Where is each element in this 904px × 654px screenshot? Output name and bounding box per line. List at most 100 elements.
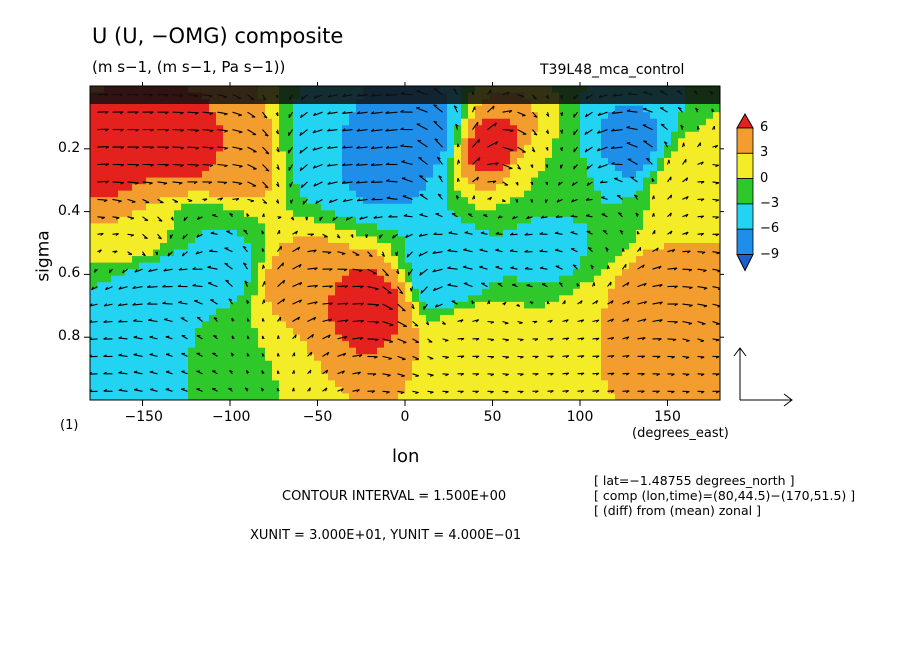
heatmap-cell bbox=[174, 393, 182, 400]
heatmap-cell bbox=[503, 164, 511, 172]
heatmap-cell bbox=[377, 373, 385, 381]
vector-arrowhead bbox=[262, 264, 265, 269]
heatmap-cell bbox=[244, 308, 252, 316]
vector-arrowhead bbox=[229, 212, 234, 216]
vector-arrowhead bbox=[225, 279, 230, 282]
heatmap-cell bbox=[146, 190, 154, 198]
heatmap-cell bbox=[160, 164, 168, 172]
vector-arrowhead bbox=[305, 216, 308, 221]
heatmap-cell bbox=[342, 151, 350, 159]
heatmap-cell bbox=[181, 393, 189, 400]
heatmap-cell bbox=[531, 171, 539, 179]
heatmap-cell bbox=[90, 216, 98, 224]
heatmap-cell bbox=[531, 131, 539, 139]
heatmap-cell bbox=[426, 229, 434, 238]
heatmap-cell bbox=[279, 203, 287, 211]
heatmap-cell bbox=[391, 393, 399, 400]
heatmap-cell bbox=[363, 243, 371, 251]
heatmap-cell bbox=[447, 171, 455, 179]
heatmap-cell bbox=[538, 105, 546, 113]
vector-arrow bbox=[277, 245, 282, 253]
heatmap-cell bbox=[328, 157, 336, 166]
heatmap-cell bbox=[391, 203, 399, 211]
vector-arrowhead bbox=[219, 197, 224, 201]
heatmap-cell bbox=[223, 347, 231, 355]
heatmap-cell bbox=[370, 210, 378, 218]
heatmap-cell bbox=[482, 249, 490, 257]
heatmap-cell bbox=[160, 203, 168, 211]
heatmap-cell bbox=[643, 256, 651, 264]
heatmap-cell bbox=[629, 380, 637, 388]
heatmap-cell bbox=[104, 269, 112, 277]
vector-arrow bbox=[157, 181, 168, 184]
heatmap-cell bbox=[426, 190, 434, 198]
heatmap-cell bbox=[587, 177, 595, 185]
heatmap-cell bbox=[230, 236, 238, 244]
vector-arrow bbox=[207, 266, 218, 270]
heatmap-cell bbox=[125, 105, 133, 113]
heatmap-cell bbox=[503, 288, 511, 296]
vector-arrow bbox=[352, 354, 363, 357]
heatmap-cell bbox=[146, 112, 154, 120]
heatmap-cell bbox=[181, 321, 189, 329]
heatmap-cell bbox=[223, 393, 231, 400]
vector-arrow bbox=[299, 129, 308, 137]
heatmap-cell bbox=[167, 288, 175, 296]
heatmap-cell bbox=[202, 210, 210, 218]
heatmap-cell bbox=[650, 236, 658, 244]
heatmap-cell bbox=[510, 144, 518, 153]
heatmap-cell bbox=[146, 373, 154, 381]
heatmap-cell bbox=[230, 321, 238, 329]
heatmap-cell bbox=[314, 223, 322, 231]
heatmap-cell bbox=[692, 367, 700, 375]
heatmap-cell bbox=[699, 216, 707, 224]
heatmap-cell bbox=[510, 341, 518, 349]
heatmap-cell bbox=[167, 171, 175, 179]
heatmap-cell bbox=[265, 223, 273, 231]
heatmap-cell bbox=[461, 314, 469, 323]
heatmap-cell bbox=[587, 334, 595, 342]
heatmap-cell bbox=[377, 269, 385, 277]
heatmap-cell bbox=[153, 334, 161, 342]
heatmap-cell bbox=[146, 236, 154, 244]
vector-arrowhead bbox=[162, 284, 166, 288]
heatmap-cell bbox=[342, 171, 350, 179]
heatmap-cell bbox=[293, 328, 301, 336]
heatmap-cell bbox=[699, 360, 707, 368]
heatmap-cell bbox=[594, 321, 602, 329]
heatmap-cell bbox=[202, 256, 210, 264]
heatmap-cell bbox=[594, 347, 602, 355]
heatmap-cell bbox=[104, 138, 112, 146]
vector-arrow bbox=[359, 216, 368, 220]
heatmap-cell bbox=[216, 386, 224, 395]
heatmap-cell bbox=[321, 269, 329, 277]
heatmap-cell bbox=[699, 386, 707, 395]
heatmap-cell bbox=[342, 131, 350, 139]
heatmap-cell bbox=[104, 393, 112, 400]
heatmap-cell bbox=[118, 360, 126, 368]
heatmap-cell bbox=[692, 256, 700, 264]
heatmap-cell bbox=[440, 190, 448, 198]
heatmap-cell bbox=[517, 288, 525, 296]
heatmap-cell bbox=[685, 380, 693, 388]
heatmap-cell bbox=[160, 269, 168, 277]
vector-arrowhead bbox=[163, 318, 168, 321]
heatmap-cell bbox=[636, 367, 644, 375]
heatmap-cell bbox=[559, 210, 567, 218]
heatmap-cell bbox=[174, 144, 182, 153]
heatmap-cell bbox=[195, 118, 203, 126]
heatmap-cell bbox=[510, 288, 518, 296]
heatmap-cell bbox=[349, 328, 357, 336]
heatmap-cell bbox=[104, 321, 112, 329]
heatmap-cell bbox=[531, 190, 539, 198]
heatmap-cell bbox=[90, 328, 98, 336]
vector-arrow bbox=[172, 163, 184, 166]
heatmap-cell bbox=[230, 151, 238, 159]
heatmap-cell bbox=[685, 157, 693, 166]
heatmap-cell bbox=[265, 360, 273, 368]
heatmap-cell bbox=[111, 288, 119, 296]
heatmap-cell bbox=[342, 236, 350, 244]
heatmap-cell bbox=[139, 229, 147, 238]
heatmap-cell bbox=[286, 177, 294, 185]
heatmap-cell bbox=[237, 190, 245, 198]
